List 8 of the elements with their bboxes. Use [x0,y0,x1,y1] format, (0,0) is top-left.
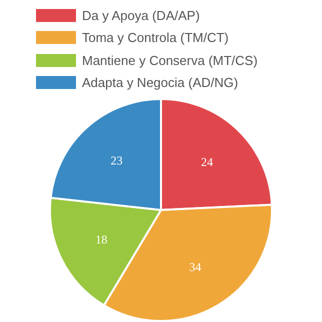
legend-label: Adapta y Negocia (AD/NG) [82,75,238,90]
legend-label: Toma y Controla (TM/CT) [82,30,229,46]
legend-label: Da y Apoya (DA/AP) [82,8,200,23]
data-label: 18 [95,232,108,247]
data-label: 23 [110,153,123,168]
data-label: 24 [200,154,213,169]
data-label: 34 [189,260,202,274]
legend-label: Mantiene y Conserva (MT/CS) [82,52,258,68]
